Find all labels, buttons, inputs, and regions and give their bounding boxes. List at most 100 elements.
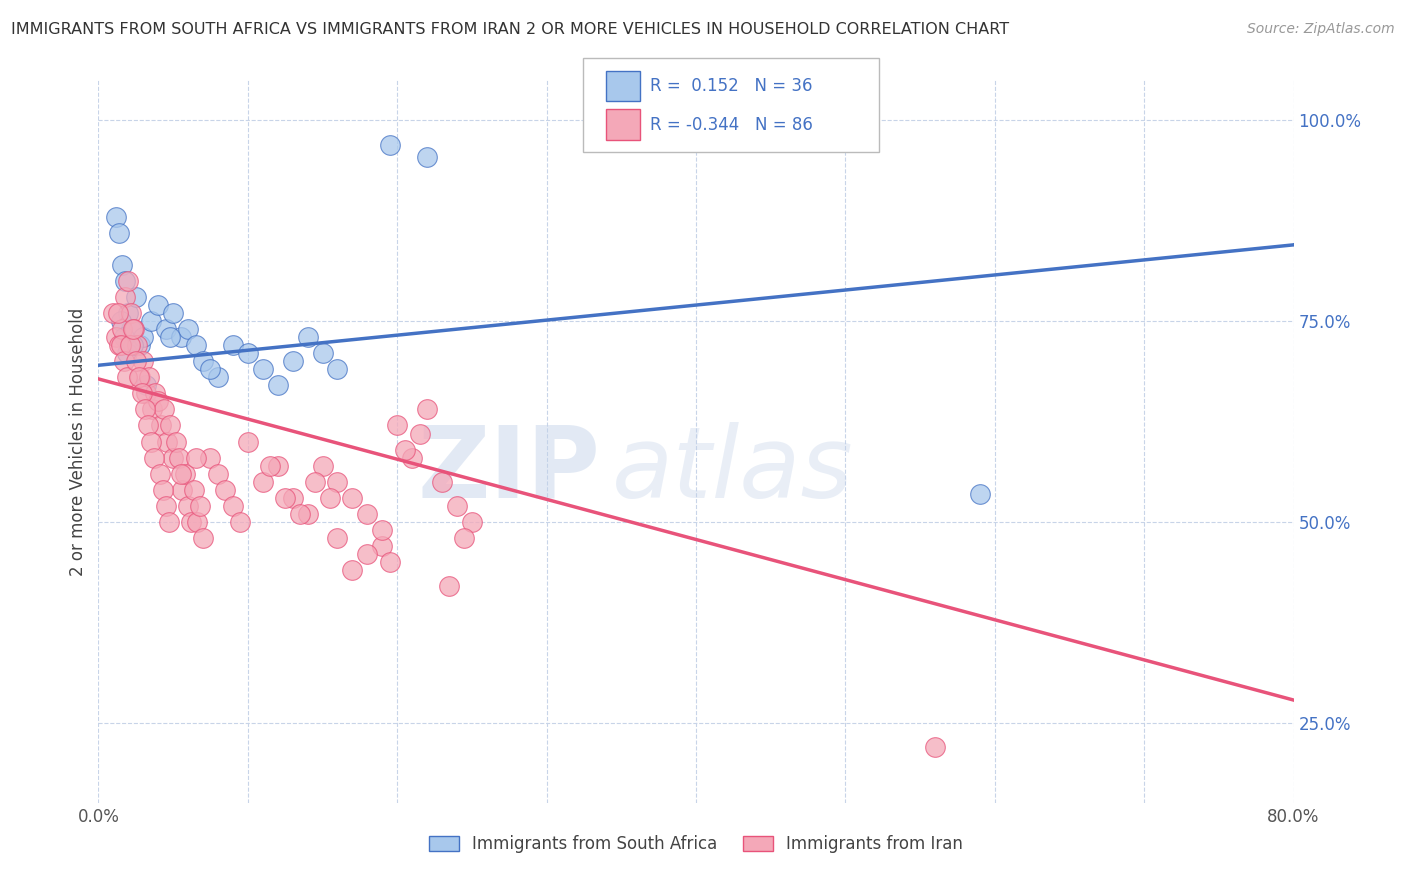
- Point: [969, 486, 991, 500]
- Point: [416, 149, 439, 164]
- Y-axis label: 2 or more Vehicles in Household: 2 or more Vehicles in Household: [69, 308, 87, 575]
- Point: [132, 354, 155, 368]
- Point: [121, 322, 143, 336]
- Point: [115, 346, 138, 360]
- Point: [453, 531, 475, 545]
- Point: [141, 402, 163, 417]
- Point: [252, 475, 274, 489]
- Point: [112, 330, 135, 344]
- Point: [105, 330, 128, 344]
- Point: [169, 330, 191, 344]
- Point: [162, 450, 184, 465]
- Point: [297, 507, 319, 521]
- Point: [115, 370, 138, 384]
- Point: [157, 515, 180, 529]
- Point: [135, 378, 157, 392]
- Point: [110, 338, 132, 352]
- Point: [200, 450, 222, 465]
- Point: [408, 426, 430, 441]
- Point: [183, 483, 205, 497]
- Point: [288, 507, 311, 521]
- Point: [177, 499, 200, 513]
- Point: [207, 370, 229, 384]
- Point: [142, 450, 165, 465]
- Point: [150, 418, 173, 433]
- Point: [165, 434, 187, 449]
- Point: [430, 475, 453, 489]
- Point: [114, 274, 136, 288]
- Point: [186, 515, 208, 529]
- Point: [371, 523, 394, 537]
- Point: [110, 314, 132, 328]
- Point: [446, 499, 468, 513]
- Point: [159, 418, 181, 433]
- Point: [188, 499, 211, 513]
- Point: [132, 330, 155, 344]
- Point: [378, 137, 401, 152]
- Point: [155, 322, 177, 336]
- Text: Source: ZipAtlas.com: Source: ZipAtlas.com: [1247, 22, 1395, 37]
- Text: R =  0.152   N = 36: R = 0.152 N = 36: [650, 78, 813, 95]
- Point: [118, 338, 141, 352]
- Point: [356, 547, 378, 561]
- Point: [222, 338, 245, 352]
- Point: [184, 450, 207, 465]
- Point: [169, 467, 191, 481]
- Point: [191, 531, 214, 545]
- Point: [131, 386, 153, 401]
- Point: [180, 515, 202, 529]
- Point: [128, 370, 150, 384]
- Point: [138, 370, 160, 384]
- Point: [342, 491, 364, 505]
- Point: [326, 362, 349, 376]
- Point: [378, 555, 401, 569]
- Point: [124, 322, 146, 336]
- Point: [136, 418, 159, 433]
- Point: [111, 258, 134, 272]
- Point: [281, 354, 304, 368]
- Point: [924, 739, 946, 754]
- Point: [207, 467, 229, 481]
- Point: [311, 346, 333, 360]
- Point: [148, 394, 170, 409]
- Point: [416, 402, 439, 417]
- Point: [156, 434, 179, 449]
- Text: R = -0.344   N = 86: R = -0.344 N = 86: [650, 116, 813, 134]
- Point: [167, 450, 190, 465]
- Point: [120, 322, 142, 336]
- Point: [125, 354, 148, 368]
- Point: [153, 402, 176, 417]
- Point: [107, 306, 129, 320]
- Point: [114, 290, 136, 304]
- Legend: Immigrants from South Africa, Immigrants from Iran: Immigrants from South Africa, Immigrants…: [422, 828, 970, 860]
- Point: [177, 322, 200, 336]
- Point: [125, 290, 148, 304]
- Text: IMMIGRANTS FROM SOUTH AFRICA VS IMMIGRANTS FROM IRAN 2 OR MORE VEHICLES IN HOUSE: IMMIGRANTS FROM SOUTH AFRICA VS IMMIGRAN…: [11, 22, 1010, 37]
- Point: [103, 306, 125, 320]
- Point: [152, 483, 174, 497]
- Point: [229, 515, 252, 529]
- Point: [184, 338, 207, 352]
- Point: [162, 306, 184, 320]
- Point: [127, 338, 149, 352]
- Point: [356, 507, 378, 521]
- Point: [172, 483, 194, 497]
- Point: [200, 362, 222, 376]
- Point: [259, 458, 281, 473]
- Point: [319, 491, 342, 505]
- Point: [129, 338, 152, 352]
- Point: [108, 226, 131, 240]
- Point: [120, 306, 142, 320]
- Text: ZIP: ZIP: [418, 422, 600, 519]
- Point: [148, 298, 170, 312]
- Point: [267, 378, 290, 392]
- Point: [129, 370, 152, 384]
- Point: [134, 402, 156, 417]
- Point: [143, 386, 166, 401]
- Point: [342, 563, 364, 577]
- Point: [111, 322, 134, 336]
- Text: atlas: atlas: [613, 422, 853, 519]
- Point: [155, 499, 177, 513]
- Point: [139, 314, 162, 328]
- Point: [139, 434, 162, 449]
